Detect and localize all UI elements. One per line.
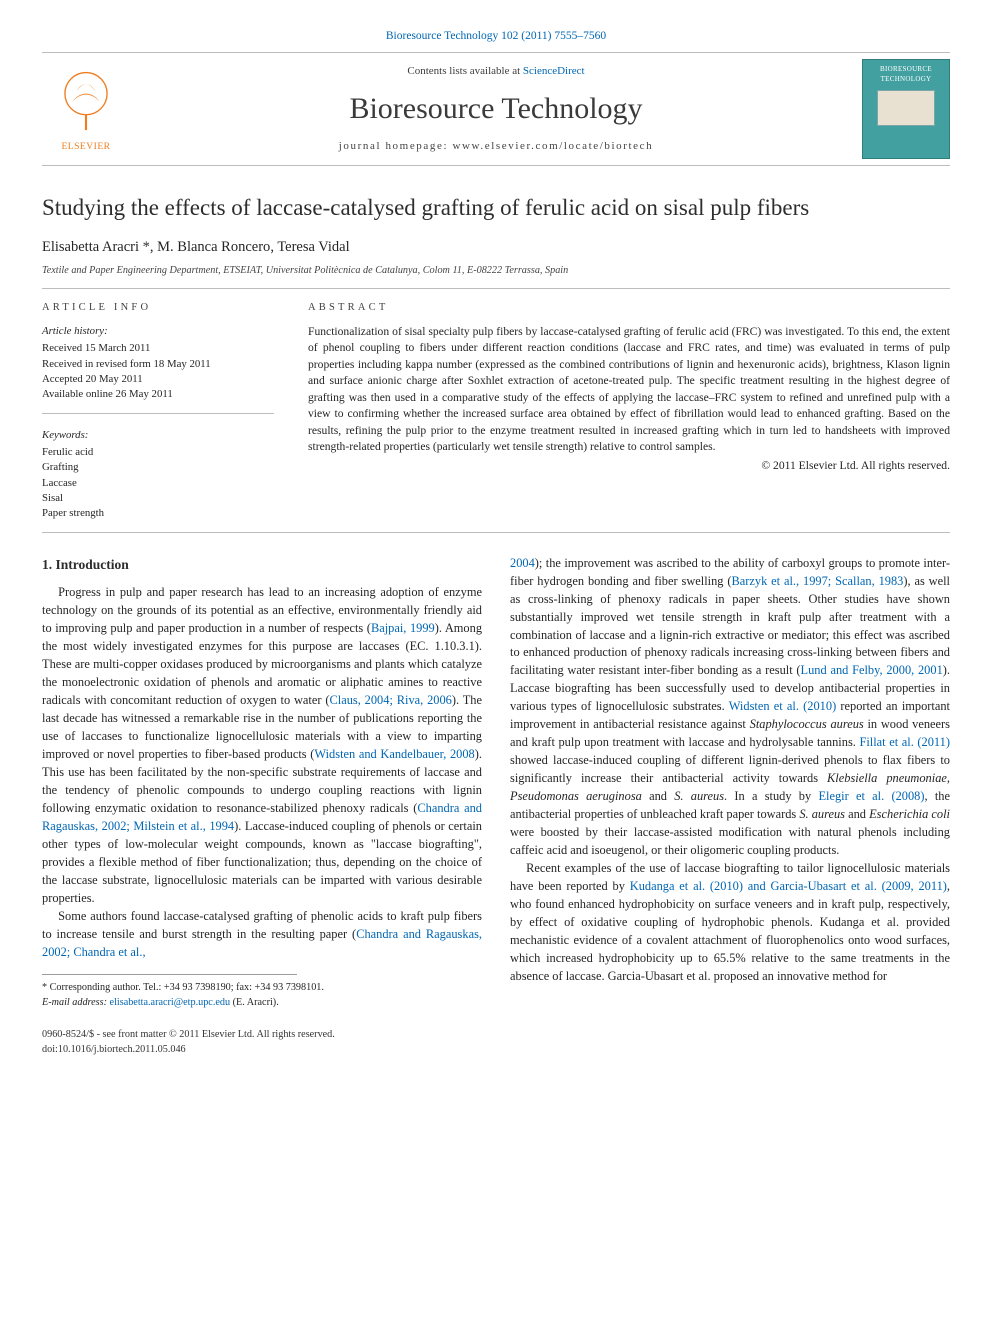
page-footer: 0960-8524/$ - see front matter © 2011 El… xyxy=(42,1028,950,1057)
ref-fillat-2011[interactable]: Fillat et al. (2011) xyxy=(859,735,950,749)
email-link[interactable]: elisabetta.aracri@etp.upc.edu xyxy=(110,997,231,1008)
ref-barzyk-scallan[interactable]: Barzyk et al., 1997; Scallan, 1983 xyxy=(732,574,904,588)
footer-left: 0960-8524/$ - see front matter © 2011 El… xyxy=(42,1028,335,1057)
abstract-copyright: © 2011 Elsevier Ltd. All rights reserved… xyxy=(308,458,950,474)
fn-corresponding: * Corresponding author. Tel.: +34 93 739… xyxy=(42,981,482,996)
homepage-line: journal homepage: www.elsevier.com/locat… xyxy=(130,139,862,155)
it-klebsiella: Klebsiella pneumoniae xyxy=(827,771,947,785)
authors: Elisabetta Aracri *, M. Blanca Roncero, … xyxy=(42,237,950,258)
ref-chandra-2004-cont[interactable]: 2004 xyxy=(510,556,535,570)
ref-bajpai-1999[interactable]: Bajpai, 1999 xyxy=(371,621,435,635)
it-staph: Staphylococcus aureus xyxy=(750,717,864,731)
ref-lund-felby[interactable]: Lund and Felby, 2000, 2001 xyxy=(801,663,943,677)
article-info-col: article info Article history: Received 1… xyxy=(42,301,274,522)
body-p3: Recent examples of the use of laccase bi… xyxy=(510,860,950,986)
kw-4: Paper strength xyxy=(42,506,274,521)
footer-front-matter: 0960-8524/$ - see front matter © 2011 El… xyxy=(42,1028,335,1042)
abstract-heading: abstract xyxy=(308,301,950,316)
it-ecoli: Escherichia coli xyxy=(869,807,950,821)
keywords-label: Keywords: xyxy=(42,428,274,443)
contents-line: Contents lists available at ScienceDirec… xyxy=(130,64,862,80)
article-history: Article history: Received 15 March 2011 … xyxy=(42,324,274,414)
email-label: E-mail address: xyxy=(42,997,110,1008)
history-1: Received in revised form 18 May 2011 xyxy=(42,357,274,372)
ref-widsten-2010[interactable]: Widsten et al. (2010) xyxy=(729,699,836,713)
keywords-block: Keywords: Ferulic acid Grafting Laccase … xyxy=(42,428,274,522)
abstract-text: Functionalization of sisal specialty pul… xyxy=(308,324,950,456)
it-saureus: S. aureus xyxy=(674,789,724,803)
author-0: Elisabetta Aracri xyxy=(42,239,139,255)
section-1-heading: 1. Introduction xyxy=(42,555,482,575)
journal-cover-thumb: BIORESOURCETECHNOLOGY xyxy=(862,59,950,159)
kw-2: Laccase xyxy=(42,476,274,491)
footnotes: * Corresponding author. Tel.: +34 93 739… xyxy=(42,981,482,1011)
kw-0: Ferulic acid xyxy=(42,445,274,460)
body-columns: 1. Introduction Progress in pulp and pap… xyxy=(42,555,950,1011)
journal-name: Bioresource Technology xyxy=(130,88,862,131)
fn-email: E-mail address: elisabetta.aracri@etp.up… xyxy=(42,996,482,1011)
contents-label: Contents lists available at xyxy=(407,65,522,77)
journal-issue-link-anchor[interactable]: Bioresource Technology 102 (2011) 7555–7… xyxy=(386,30,606,42)
corresponding-star-link[interactable]: * xyxy=(143,239,150,255)
ref-elegir-2008[interactable]: Elegir et al. (2008) xyxy=(818,789,924,803)
journal-header: ELSEVIER Contents lists available at Sci… xyxy=(42,52,950,166)
kw-1: Grafting xyxy=(42,460,274,475)
history-0: Received 15 March 2011 xyxy=(42,341,274,356)
kw-3: Sisal xyxy=(42,491,274,506)
rule-below-abstract xyxy=(42,532,950,533)
footer-doi: doi:10.1016/j.biortech.2011.05.046 xyxy=(42,1043,335,1057)
email-tail: (E. Aracri). xyxy=(230,997,279,1008)
history-label: Article history: xyxy=(42,324,274,339)
abstract-col: abstract Functionalization of sisal spec… xyxy=(308,301,950,522)
author-1: M. Blanca Roncero xyxy=(157,239,270,255)
body-p2-left: Some authors found laccase-catalysed gra… xyxy=(42,908,482,962)
body-p1: Progress in pulp and paper research has … xyxy=(42,584,482,908)
affiliation: Textile and Paper Engineering Department… xyxy=(42,264,950,278)
rule-above-info xyxy=(42,288,950,289)
history-2: Accepted 20 May 2011 xyxy=(42,372,274,387)
article-title: Studying the effects of laccase-catalyse… xyxy=(42,192,950,225)
cover-title: BIORESOURCETECHNOLOGY xyxy=(863,65,949,85)
svg-text:ELSEVIER: ELSEVIER xyxy=(61,142,110,153)
ref-kudanga-ubasart[interactable]: Kudanga et al. (2010) and Garcia-Ubasart… xyxy=(630,879,947,893)
journal-issue-link[interactable]: Bioresource Technology 102 (2011) 7555–7… xyxy=(42,28,950,44)
footnote-separator xyxy=(42,974,297,975)
ref-widsten-2008[interactable]: Widsten and Kandelbauer, 2008 xyxy=(314,747,474,761)
author-2: Teresa Vidal xyxy=(277,239,349,255)
info-abstract-row: article info Article history: Received 1… xyxy=(42,301,950,522)
body-p2-right: 2004); the improvement was ascribed to t… xyxy=(510,555,950,861)
it-saureus2: S. aureus xyxy=(799,807,845,821)
it-pseudomonas: Pseudomonas aeruginosa xyxy=(510,789,642,803)
cover-image-icon xyxy=(877,90,935,126)
elsevier-tree-icon: ELSEVIER xyxy=(47,63,125,155)
header-center: Contents lists available at ScienceDirec… xyxy=(130,64,862,154)
sciencedirect-link[interactable]: ScienceDirect xyxy=(523,65,585,77)
homepage-url[interactable]: www.elsevier.com/locate/biortech xyxy=(452,140,653,152)
history-3: Available online 26 May 2011 xyxy=(42,387,274,402)
ref-claus-riva[interactable]: Claus, 2004; Riva, 2006 xyxy=(329,693,451,707)
homepage-prefix: journal homepage: xyxy=(339,140,453,152)
article-info-heading: article info xyxy=(42,301,274,316)
elsevier-logo: ELSEVIER xyxy=(42,59,130,159)
